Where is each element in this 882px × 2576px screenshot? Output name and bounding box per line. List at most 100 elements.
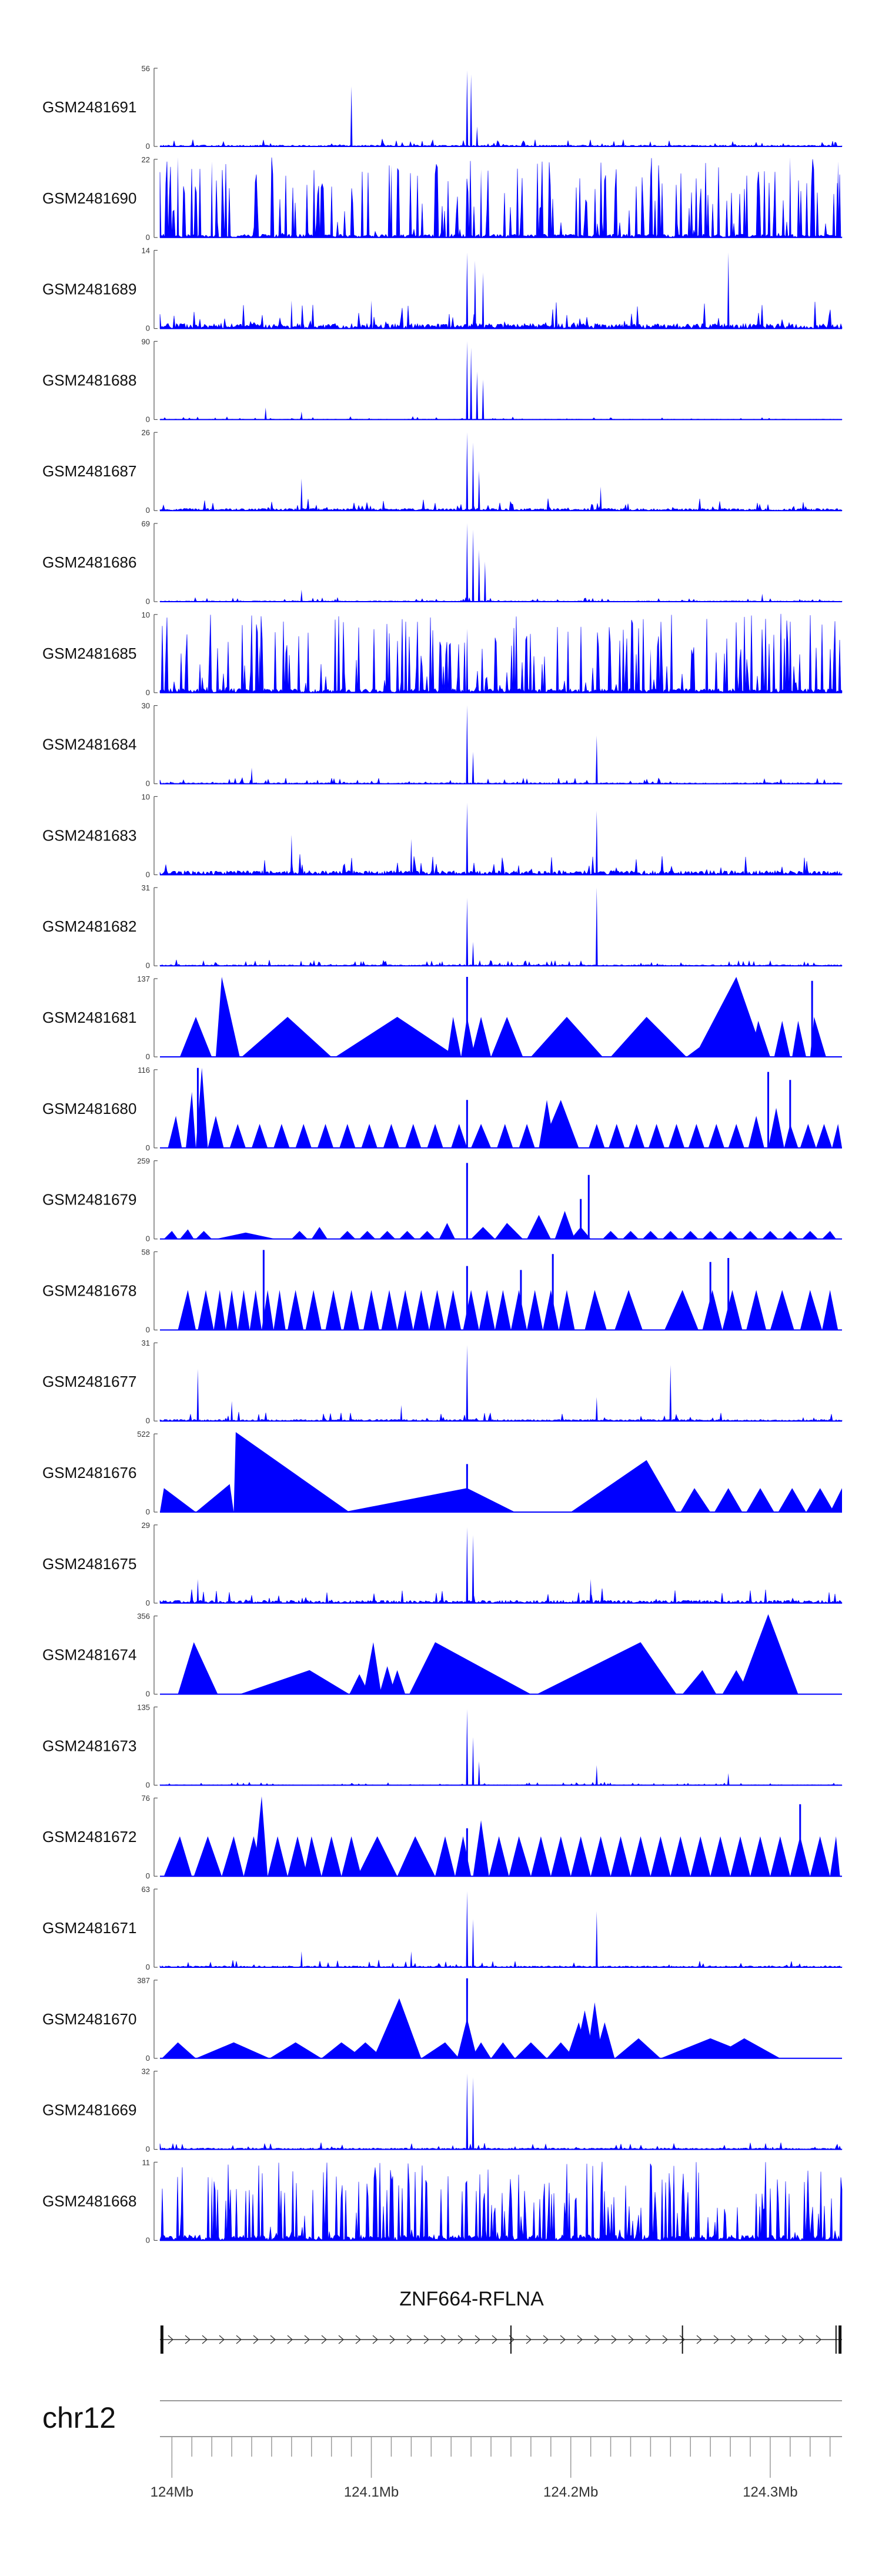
- tracks-layer: GSM2481691560GSM2481690220GSM2481689140G…: [42, 64, 843, 2244]
- signal-triangle: [162, 2042, 196, 2058]
- gene-exon: [681, 2325, 683, 2354]
- signal-peak: [466, 1709, 469, 1786]
- signal-triangle: [702, 1231, 719, 1239]
- gene-strand-arrow: [389, 2335, 395, 2344]
- gene-strand-arrow: [747, 2335, 753, 2344]
- signal-area: [159, 498, 843, 512]
- signal-peak: [466, 897, 469, 966]
- signal-triangle: [648, 1124, 665, 1148]
- gene-strand-arrow: [526, 2335, 532, 2344]
- signal-peak: [466, 1345, 469, 1422]
- signal-triangle: [554, 1211, 575, 1239]
- signal-triangle: [822, 1290, 838, 1330]
- gene-strand-arrow: [645, 2335, 651, 2344]
- signal-triangle: [519, 1124, 535, 1148]
- track: GSM2481690 22 0: [42, 155, 843, 242]
- signal-peak: [466, 252, 469, 329]
- signal-triangle: [343, 1290, 360, 1330]
- signal-area: [159, 2161, 843, 2241]
- track: GSM2481672 76 0: [42, 1794, 842, 1880]
- track-ymin: 0: [146, 1963, 150, 1971]
- signal-triangle: [233, 1432, 350, 1512]
- signal-triangle: [363, 1290, 380, 1330]
- gene-exon: [160, 2325, 163, 2354]
- gene-label: ZNF664-RFLNA: [399, 2288, 544, 2310]
- track: GSM2481678 58 0: [42, 1247, 842, 1334]
- signal-triangle: [570, 1836, 591, 1877]
- track-label: GSM2481680: [42, 1100, 136, 1117]
- track-label: GSM2481684: [42, 736, 136, 753]
- gene-strand-arrow: [440, 2335, 446, 2344]
- gene-strand-arrow: [270, 2335, 276, 2344]
- signal-triangle: [429, 1290, 446, 1330]
- signal-triangle: [610, 1017, 687, 1057]
- signal-peak: [390, 165, 393, 238]
- signal-peak: [761, 593, 764, 602]
- signal-triangle: [750, 1836, 770, 1877]
- signal-triangle: [570, 1460, 677, 1512]
- signal-triangle: [668, 1124, 685, 1148]
- signal-triangle: [471, 1227, 495, 1239]
- axis-tick-label: 124.3Mb: [743, 2484, 797, 2500]
- signal-peak: [410, 1951, 413, 1967]
- signal-triangle: [471, 2042, 492, 2058]
- signal-area: [159, 1588, 843, 1604]
- signal-triangle: [225, 1290, 238, 1330]
- track: GSM2481682 31 0: [42, 883, 843, 970]
- signal-peak: [211, 2176, 213, 2241]
- signal-triangle: [527, 1290, 543, 1330]
- signal-triangle: [253, 1796, 268, 1877]
- axis-tick-label: 124Mb: [151, 2484, 193, 2500]
- track-ymax: 22: [142, 155, 150, 164]
- signal-area: [159, 854, 843, 876]
- signal-triangle: [802, 1231, 818, 1239]
- gene-strand-arrow: [287, 2335, 293, 2344]
- signal-peak: [472, 1535, 475, 1603]
- signal-triangle: [399, 1231, 416, 1239]
- track: GSM2481680 116 0: [42, 1066, 842, 1152]
- signal-peak: [727, 252, 730, 329]
- gene-strand-arrow: [713, 2335, 719, 2344]
- signal-peak: [477, 549, 480, 602]
- signal-triangle: [495, 1290, 511, 1330]
- signal-triangle: [800, 1124, 816, 1148]
- track-label: GSM2481689: [42, 281, 136, 298]
- signal-triangle: [208, 1116, 224, 1148]
- signal-peak: [596, 736, 598, 784]
- track-ymax: 29: [142, 1521, 150, 1530]
- signal-peak: [837, 161, 840, 238]
- track-ymin: 0: [146, 961, 150, 970]
- signal-triangle: [682, 1670, 717, 1694]
- track-ymin: 0: [146, 2054, 150, 2063]
- signal-triangle: [680, 1488, 711, 1512]
- track-ymin: 0: [146, 1416, 150, 1425]
- signal-triangle: [800, 1290, 823, 1330]
- signal-triangle: [291, 1231, 308, 1239]
- signal-peak: [230, 1401, 233, 1422]
- signal-triangle: [198, 1290, 214, 1330]
- track-label: GSM2481681: [42, 1009, 136, 1026]
- track-ymin: 0: [146, 142, 150, 151]
- track-ymin: 0: [146, 688, 150, 697]
- signal-triangle: [389, 1670, 406, 1694]
- signal-triangle: [196, 1484, 234, 1512]
- gene-strand-arrow: [372, 2335, 378, 2344]
- gene-strand-arrow: [202, 2335, 208, 2344]
- signal-triangle: [239, 1670, 350, 1694]
- track-label: GSM2481686: [42, 553, 136, 571]
- signal-peak: [290, 301, 293, 329]
- signal-peak: [669, 1365, 672, 1422]
- gene-strand-arrow: [799, 2335, 804, 2344]
- signal-triangle: [455, 1836, 472, 1877]
- track-ymin: 0: [146, 506, 150, 515]
- track: GSM2481668 11 0: [42, 2158, 843, 2244]
- signal-triangle: [242, 1017, 332, 1057]
- signal-triangle: [397, 1836, 436, 1877]
- signal-peak: [589, 1579, 592, 1603]
- gene-strand-arrow: [679, 2335, 685, 2344]
- signal-triangle: [830, 1836, 840, 1877]
- signal-triangle: [547, 2042, 575, 2058]
- signal-peak: [649, 649, 652, 693]
- signal-triangle: [694, 977, 764, 1057]
